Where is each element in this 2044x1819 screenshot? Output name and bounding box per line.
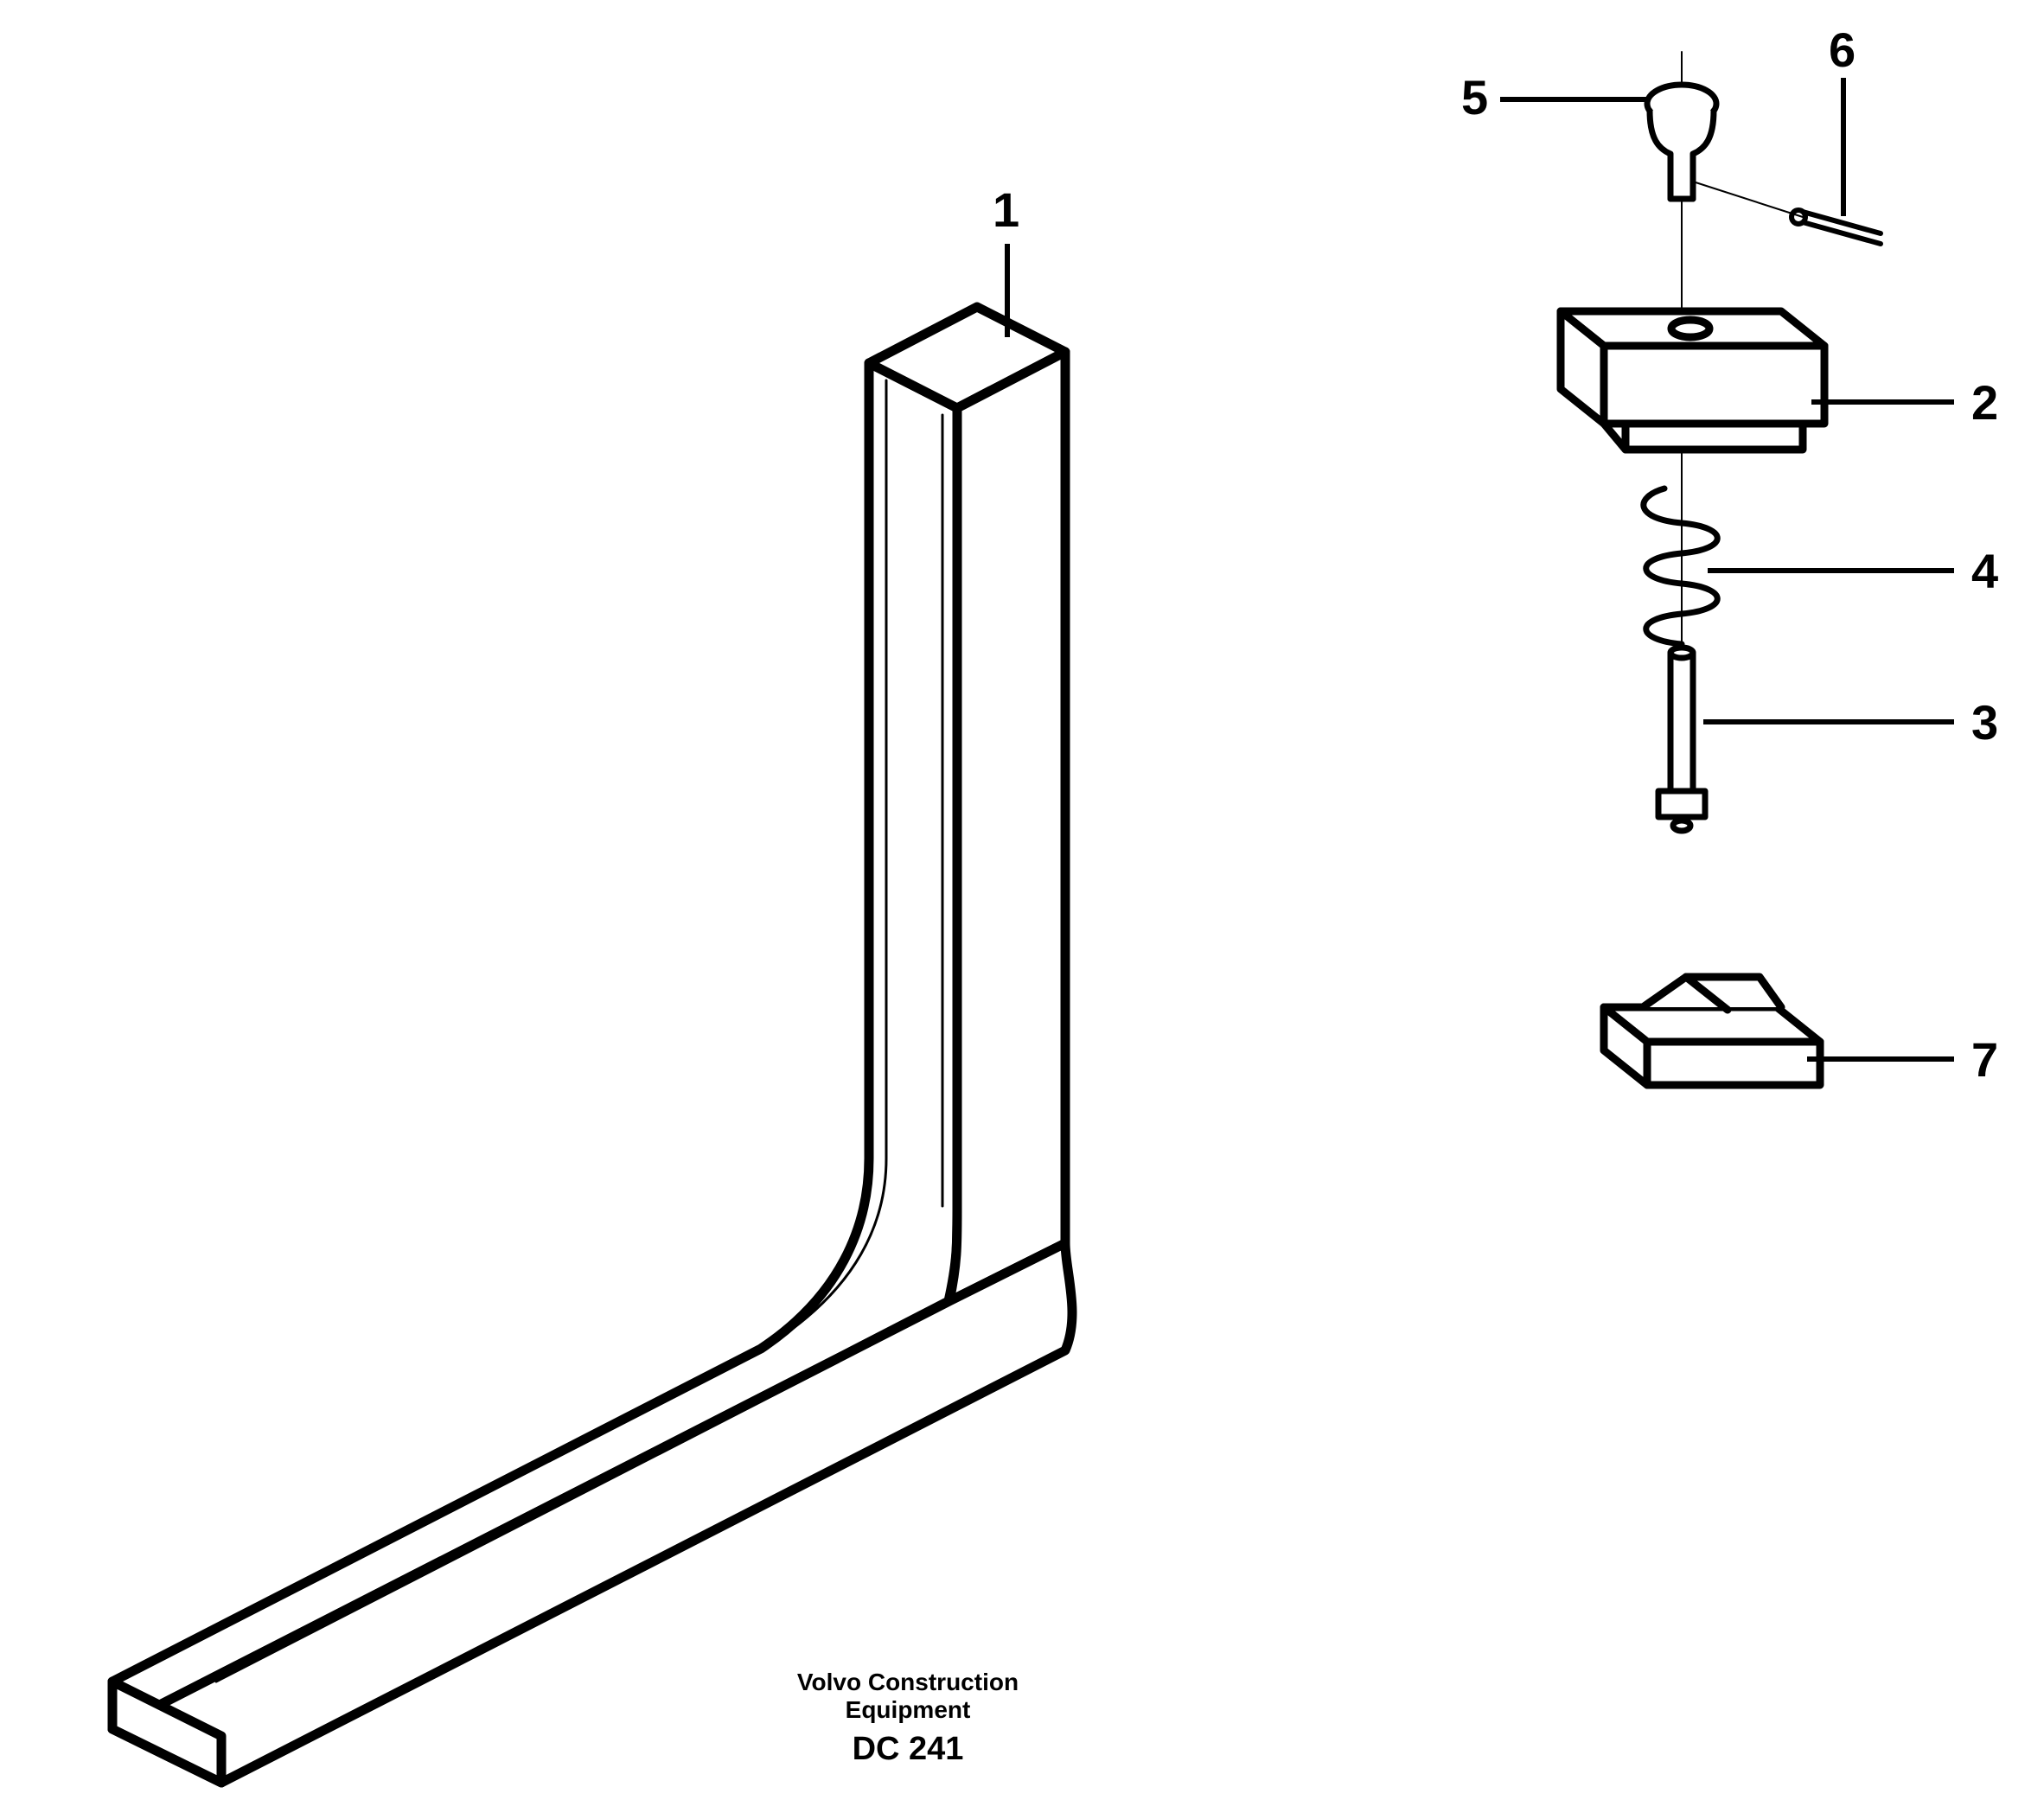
callout-1: 1: [993, 186, 1019, 234]
callout-4: 4: [1971, 547, 1998, 596]
callout-5: 5: [1461, 73, 1488, 122]
footer-brand-line2: Equipment: [752, 1696, 1064, 1724]
parts-drawing: [0, 0, 2044, 1819]
callout-2: 2: [1971, 379, 1998, 427]
footer-brand-line1: Volvo Construction: [752, 1669, 1064, 1696]
footer-block: Volvo Construction Equipment DC 241: [752, 1669, 1064, 1769]
diagram-canvas: 1 5 6 2 4 3 7 Volvo Construction Equipme…: [0, 0, 2044, 1819]
callout-7: 7: [1971, 1036, 1998, 1084]
footer-code: DC 241: [752, 1731, 1064, 1769]
callout-3: 3: [1971, 699, 1998, 747]
callout-6: 6: [1829, 26, 1856, 74]
